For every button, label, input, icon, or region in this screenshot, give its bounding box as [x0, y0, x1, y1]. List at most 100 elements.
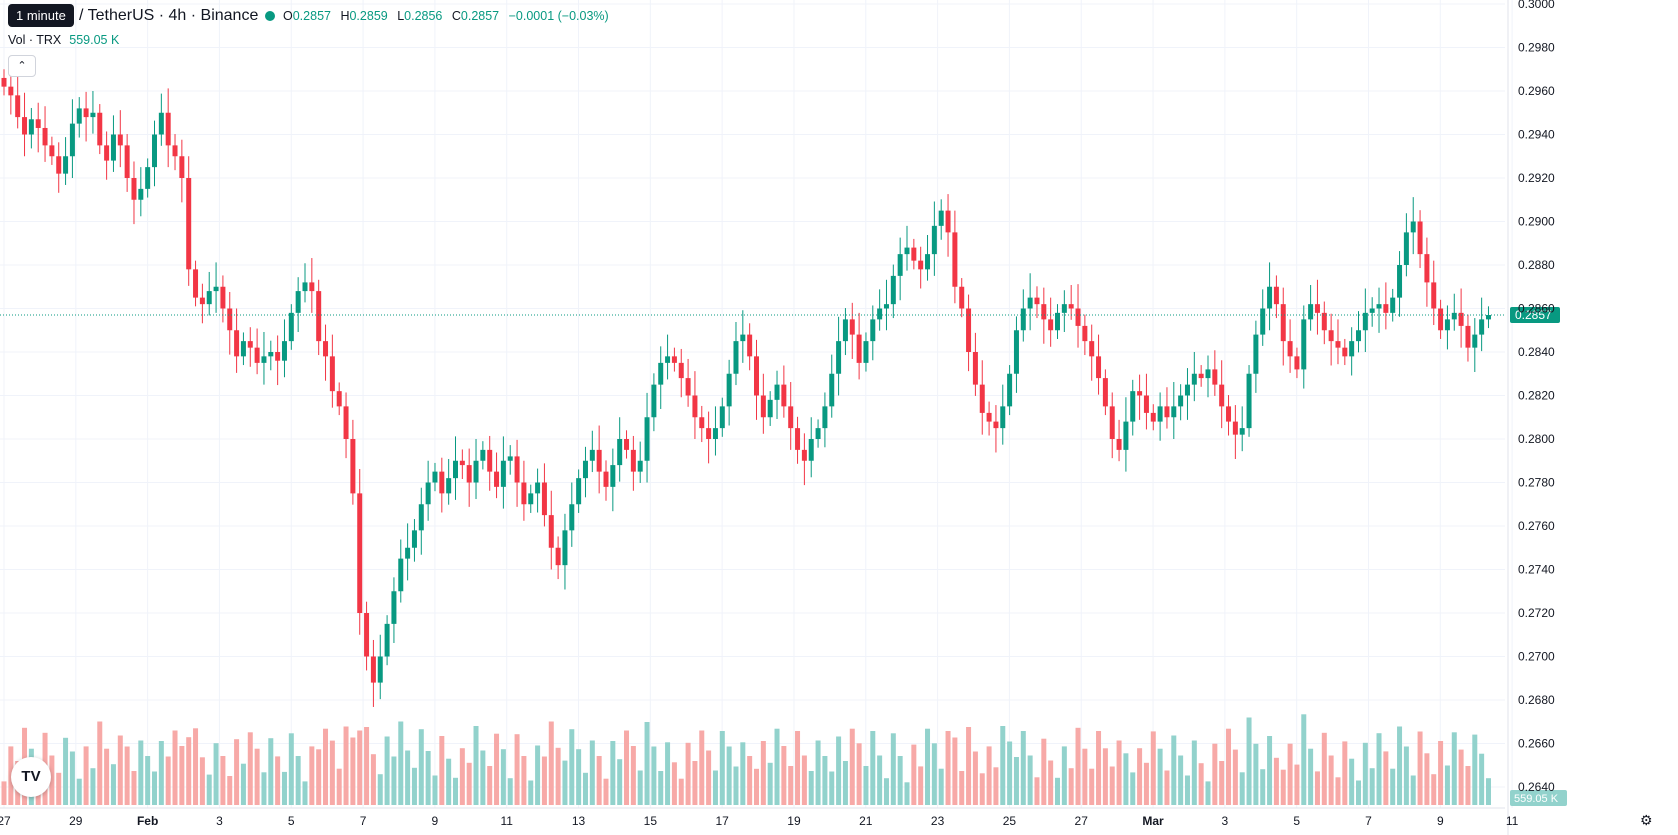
candle-body — [781, 384, 787, 407]
volume-bar — [836, 736, 842, 805]
volume-bar — [247, 732, 253, 805]
candle-body — [336, 391, 342, 407]
volume-bar — [172, 730, 178, 805]
candle-body — [261, 356, 267, 363]
candle-body — [1273, 286, 1279, 305]
volume-bar — [815, 740, 821, 805]
candle-body — [1027, 297, 1033, 309]
volume-bar — [692, 761, 698, 805]
volume-bar — [1308, 748, 1314, 805]
collapse-legend-button[interactable]: ⌃ — [8, 55, 36, 77]
volume-bar — [411, 767, 417, 805]
symbol-title[interactable]: / TetherUS · 4h · Binance — [79, 7, 259, 24]
time-tick-label: 29 — [69, 814, 83, 828]
volume-bar — [56, 772, 62, 805]
candle-body — [22, 117, 28, 135]
candle-body — [1068, 304, 1074, 309]
candle-body — [685, 378, 691, 396]
volume-bar — [1397, 726, 1403, 805]
candle-body — [302, 282, 308, 292]
price-tick-label: 0.2960 — [1518, 84, 1555, 98]
volume-bar — [781, 746, 787, 805]
volume-bar — [1253, 743, 1259, 805]
candle-body — [124, 145, 130, 178]
volume-bar — [1034, 777, 1040, 805]
price-axis: 0.3000 0.2980 0.2960 0.2940 0.2920 0.2900 0.28… — [1507, 0, 1555, 835]
candle-body — [446, 478, 452, 494]
candle-body — [370, 656, 376, 683]
volume-bar — [665, 742, 671, 805]
last-price-line: 0.2857 559.05 K — [0, 307, 1567, 806]
volume-bar — [856, 743, 862, 805]
volume-bar — [49, 755, 55, 805]
volume-bar — [234, 739, 240, 805]
volume-bar — [459, 748, 465, 805]
volume-bar — [931, 743, 937, 805]
candle-body — [1232, 421, 1238, 435]
volume-bar — [1205, 781, 1211, 805]
volume-bar — [1369, 768, 1375, 805]
candle-body — [665, 356, 671, 363]
candle-body — [309, 282, 315, 292]
candle-body — [1205, 369, 1211, 379]
volume-bar — [1280, 769, 1286, 805]
candle-body — [172, 145, 178, 157]
candle-body — [1349, 341, 1355, 357]
last-price-label: 0.2857 — [1515, 308, 1552, 322]
candle-body — [733, 341, 739, 374]
candle-body — [316, 291, 322, 342]
volume-bar — [240, 763, 246, 805]
volume-bar — [179, 746, 185, 805]
time-tick-label: 3 — [1222, 814, 1229, 828]
low-value: 0.2856 — [404, 9, 443, 23]
volume-bar — [1143, 762, 1149, 805]
tradingview-logo-icon[interactable]: TV — [11, 757, 51, 797]
candle-body — [1246, 373, 1252, 429]
gear-icon[interactable]: ⚙ — [1640, 812, 1653, 828]
volume-bar — [1342, 741, 1348, 805]
candle-body — [83, 108, 89, 118]
price-tick-label: 0.2740 — [1518, 563, 1555, 577]
volume-bar — [357, 730, 363, 805]
candle-body — [911, 247, 917, 261]
volume-bar — [377, 774, 383, 805]
volume-bar — [302, 781, 308, 805]
volume-bar — [1130, 772, 1136, 805]
candle-body — [952, 232, 958, 287]
volume-bar — [405, 750, 411, 805]
candle-body — [897, 254, 903, 276]
candle-body — [1013, 330, 1019, 374]
volume-bar — [1431, 774, 1437, 805]
time-tick-label: 5 — [1293, 814, 1300, 828]
last-volume-badge — [1510, 790, 1567, 806]
candle-body — [131, 178, 137, 200]
candle-body — [1102, 378, 1108, 407]
volume-bar — [1260, 769, 1266, 805]
candle-body — [97, 112, 103, 146]
price-tick-label: 0.2640 — [1518, 780, 1555, 794]
candle-body — [425, 482, 431, 505]
candle-body — [179, 156, 185, 178]
candle-body — [1438, 308, 1444, 331]
price-tick-label: 0.2700 — [1518, 650, 1555, 664]
candle-body — [521, 482, 527, 505]
volume-bar — [439, 736, 445, 805]
volume-bar — [822, 756, 828, 805]
price-tick-label: 0.2920 — [1518, 171, 1555, 185]
volume-bar — [719, 731, 725, 805]
candle-body — [1109, 406, 1115, 439]
volume-bar — [1485, 778, 1491, 805]
volume-bar — [829, 771, 835, 805]
volume-bar — [842, 761, 848, 805]
candle-body — [500, 460, 506, 487]
volume-bar — [658, 771, 664, 805]
candle-body — [918, 260, 924, 270]
volume-bar — [1123, 753, 1129, 805]
candle-body — [863, 341, 869, 363]
volume-bar — [370, 754, 376, 805]
volume-bar — [1349, 758, 1355, 805]
last-price-badge — [1510, 307, 1560, 324]
candle-body — [432, 471, 438, 483]
volume-bar — [384, 736, 390, 805]
